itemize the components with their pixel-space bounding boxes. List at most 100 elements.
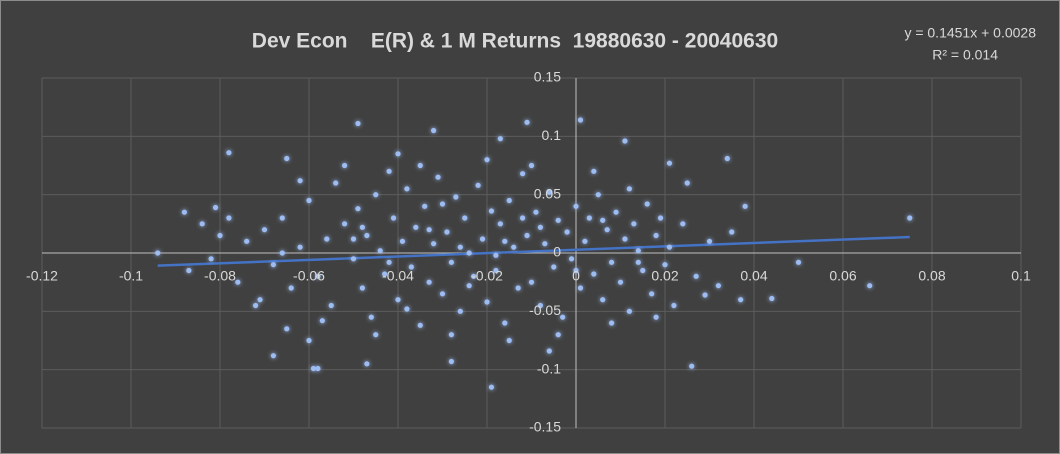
point [350,256,357,262]
point [907,215,913,221]
point [795,259,802,265]
point [435,174,441,180]
point [635,248,641,254]
point [582,238,588,244]
point [448,259,454,265]
point [471,273,477,279]
point [426,279,432,285]
point [186,267,192,274]
point [520,215,526,221]
point [359,224,365,230]
point [404,186,410,192]
point [208,256,214,262]
point [226,215,232,221]
point [724,155,730,162]
point [497,136,503,142]
point [613,209,619,215]
point [573,203,579,209]
point [555,332,561,338]
chart-title: Dev Econ E(R) & 1 M Returns 19880630 - 2… [252,30,778,53]
point [475,182,481,188]
point [729,229,735,235]
point [577,285,584,291]
point [502,320,508,326]
point [706,238,713,244]
point [417,162,423,169]
point [466,250,472,256]
point [666,160,673,166]
point [493,267,499,274]
point [373,192,379,198]
x-tick-label: -0.06 [293,268,325,284]
point [702,292,708,298]
point [573,267,579,274]
point [306,197,312,204]
point [284,326,290,332]
point [457,308,463,314]
point [684,180,690,186]
point [439,201,446,207]
point [542,241,548,247]
point [564,229,570,235]
point [373,332,379,338]
point [386,259,392,265]
y-tick-label: -0.1 [537,360,561,376]
point [769,295,775,302]
point [426,227,432,233]
point [511,244,517,250]
point [395,297,401,303]
point [368,314,374,320]
point [315,273,321,279]
point [364,232,370,239]
point [546,189,552,195]
point [297,178,303,184]
x-tick-label: 0 [572,268,580,284]
point [342,162,348,169]
point [626,308,633,314]
x-tick-label: 0.1 [1011,268,1031,284]
y-tick-label: 0.05 [534,185,561,201]
point [288,285,294,291]
point [444,229,450,235]
x-tick-label: 0.06 [829,268,856,284]
point [319,318,325,324]
point [257,297,263,303]
point [155,250,161,256]
point [226,150,232,156]
point [306,337,312,344]
point [600,217,606,223]
point [715,283,722,289]
point [484,299,490,305]
point [528,162,535,169]
point [382,271,388,277]
point [537,302,544,309]
point [524,119,530,125]
point [568,256,575,262]
point [279,250,285,256]
point [555,217,561,223]
point [488,208,495,214]
point [622,138,628,144]
point [355,120,361,127]
point [586,215,592,221]
point [595,192,601,198]
point [666,244,673,250]
point [212,204,219,211]
point [431,127,437,134]
x-tick-label: 0.04 [740,268,767,284]
point [591,271,597,277]
point [270,262,276,268]
point [689,363,695,369]
point [631,221,637,227]
y-tick-label: -0.05 [529,302,561,318]
point [591,168,597,174]
labels: -0.12 -0.1 -0.08 -0.06 -0.04 -0.02 0 0.02 0.04 0.… [26,69,1031,435]
point [462,215,468,221]
point [359,285,365,291]
point [653,232,659,239]
point [350,236,357,242]
point [649,291,655,297]
